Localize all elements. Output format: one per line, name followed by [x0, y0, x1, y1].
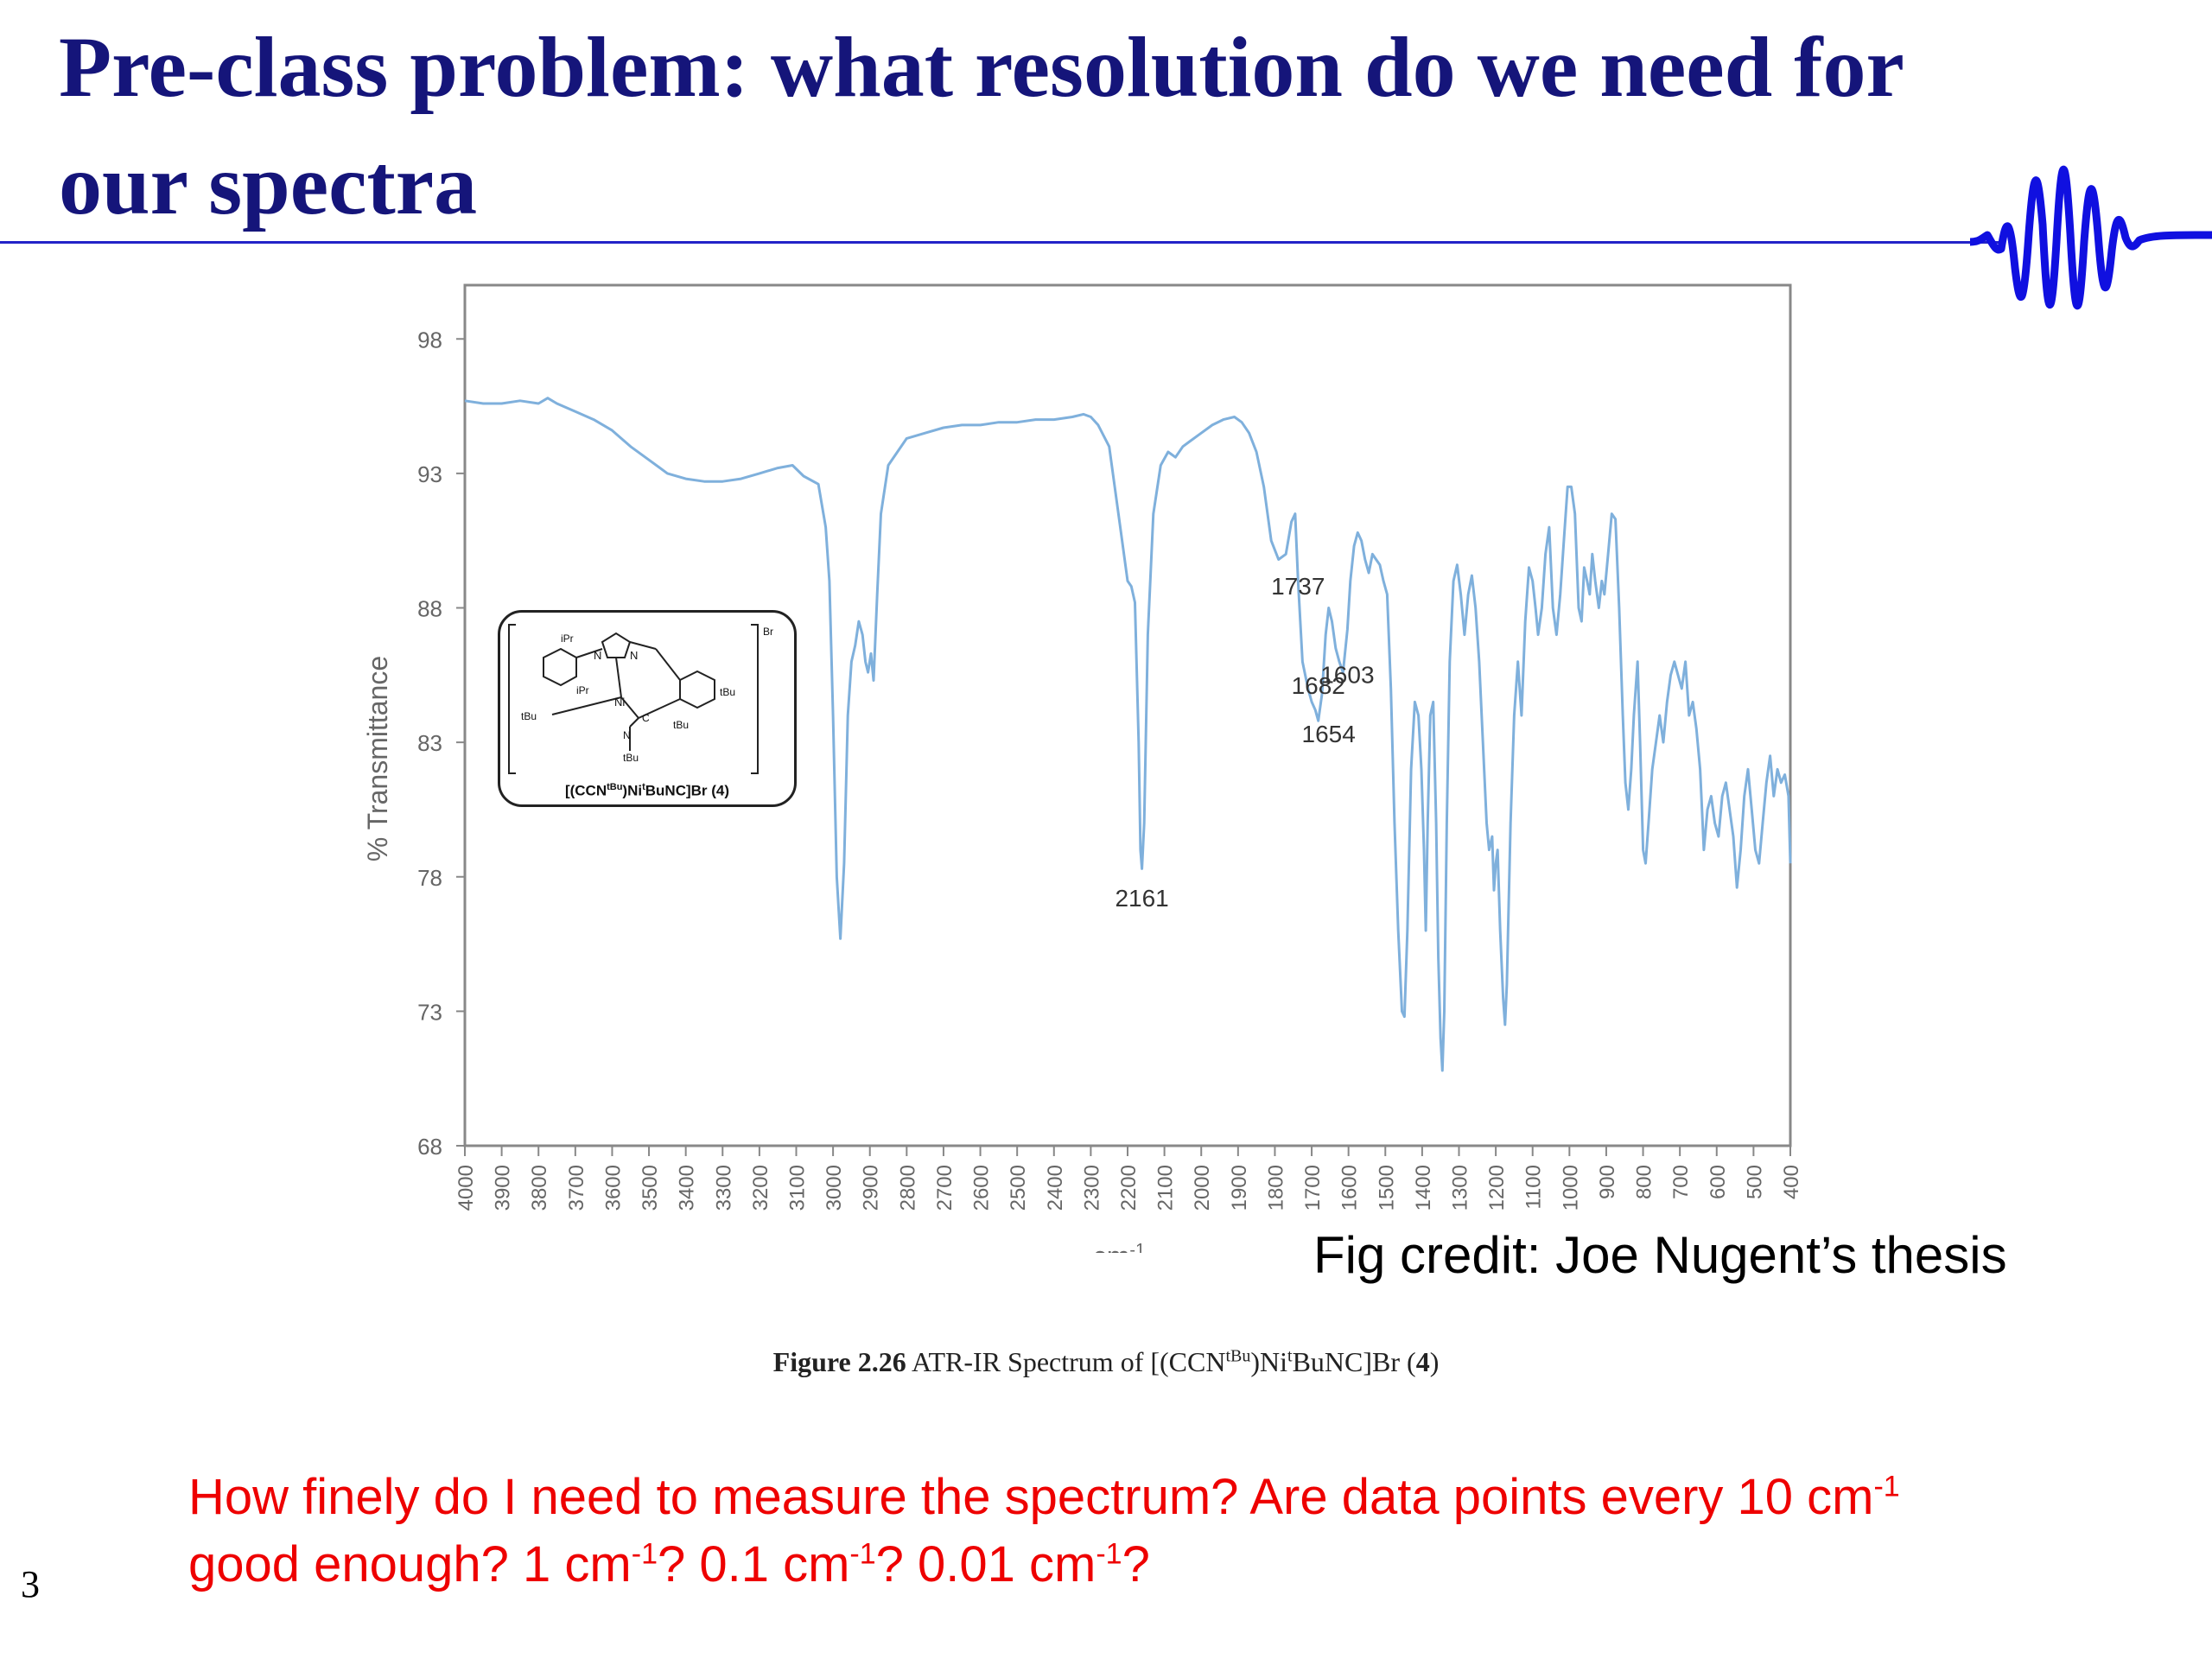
atom-label-n1: N [594, 649, 601, 662]
atom-label-ipr-top: iPr [561, 632, 574, 645]
x-tick-label: 900 [1596, 1165, 1619, 1199]
x-tick-label: 600 [1707, 1165, 1730, 1199]
x-tick-label: 3600 [601, 1165, 625, 1211]
x-tick-label: 2000 [1191, 1165, 1214, 1211]
x-tick-label: 400 [1780, 1165, 1803, 1199]
molecule-label: [(CCNtBu)NitBuNC]Br (4) [564, 782, 730, 799]
x-tick-label: 3800 [528, 1165, 551, 1211]
x-tick-label: 1000 [1559, 1165, 1582, 1211]
atom-label-tbu-aryl: tBu [720, 686, 735, 698]
y-axis: 68 73 78 83 88 93 98 [417, 327, 465, 1160]
peak-label-1682: 1682 [1292, 672, 1345, 699]
atom-label-ni: Ni [614, 696, 625, 709]
wave-logo-path [1970, 165, 2212, 310]
molecule-drawing: iPr iPr N N Br tBu tBu Ni C N tBu tBu [508, 624, 773, 774]
x-tick-label: 3000 [823, 1165, 846, 1211]
x-tick-label: 500 [1743, 1165, 1766, 1199]
x-tick-label: 2500 [1007, 1165, 1030, 1211]
x-tick-label: 1900 [1228, 1165, 1251, 1211]
x-tick-label: 1600 [1338, 1165, 1362, 1211]
ir-spectrum-chart: 68 73 78 83 88 93 98 4000 3900 3800 3700 3600 3500 3… [362, 283, 1803, 1253]
x-tick-label: 1800 [1264, 1165, 1287, 1211]
peak-label-1654: 1654 [1302, 721, 1356, 747]
figure-credit: Fig credit: Joe Nugent’s thesis [1313, 1226, 2007, 1284]
x-tick-label: 1100 [1522, 1165, 1546, 1210]
atom-label-n3: N [623, 729, 631, 741]
atom-label-c: C [642, 712, 650, 724]
peak-label-1603: 1603 [1320, 662, 1374, 689]
wave-logo-icon [1970, 165, 2212, 310]
x-axis-label-exponent: -1 [1129, 1241, 1145, 1253]
x-tick-label: 3400 [676, 1165, 699, 1211]
x-tick-label: 2100 [1154, 1165, 1178, 1211]
x-tick-label: 3200 [749, 1165, 772, 1211]
x-tick-label: 1200 [1485, 1165, 1509, 1211]
x-tick-label: 4000 [454, 1165, 478, 1211]
x-tick-label: 2400 [1044, 1165, 1067, 1211]
x-axis: 4000 3900 3800 3700 3600 3500 3400 3300 3200 3100… [454, 1146, 1803, 1211]
figure-caption: Figure 2.26 ATR-IR Spectrum of [(CCNtBu)… [772, 1346, 1440, 1377]
y-axis-label: % Transmittance [362, 656, 393, 861]
x-tick-label: 800 [1633, 1165, 1656, 1199]
atom-label-n2: N [630, 649, 638, 662]
x-tick-label: 2900 [860, 1165, 883, 1211]
figure-caption-label: Figure 2.26 [772, 1346, 906, 1377]
x-tick-label: 1400 [1412, 1165, 1435, 1211]
x-tick-label: 3500 [639, 1165, 662, 1211]
peak-label-2161: 2161 [1115, 885, 1168, 912]
question-text: How finely do I need to measure the spec… [188, 1469, 1900, 1592]
spectrum-series-line [464, 397, 1792, 1072]
y-tick-label: 98 [417, 327, 442, 353]
x-tick-label: 2600 [970, 1165, 994, 1211]
x-tick-label: 3100 [786, 1165, 810, 1211]
y-tick-label: 73 [417, 999, 442, 1025]
y-tick-label: 88 [417, 596, 442, 622]
x-tick-label: 2300 [1080, 1165, 1103, 1211]
title-divider [0, 241, 2005, 244]
x-tick-label: 3700 [565, 1165, 588, 1211]
slide-title: Pre-class problem: what resolution do we… [59, 19, 1904, 232]
x-tick-label: 1700 [1301, 1165, 1325, 1211]
x-tick-label: 3900 [492, 1165, 515, 1211]
x-tick-label: 700 [1669, 1165, 1693, 1199]
x-axis-label: cm-1 [1093, 1241, 1145, 1253]
atom-label-tbu-aryl2: tBu [673, 719, 689, 731]
y-tick-label: 68 [417, 1134, 442, 1160]
x-axis-label-unit: cm [1093, 1241, 1130, 1253]
atom-label-br: Br [763, 626, 773, 638]
x-tick-label: 3300 [712, 1165, 735, 1211]
x-tick-label: 2200 [1117, 1165, 1141, 1211]
x-tick-label: 1300 [1449, 1165, 1472, 1211]
y-tick-label: 78 [417, 865, 442, 891]
y-tick-label: 83 [417, 730, 442, 756]
atom-label-tbu-n: tBu [623, 752, 639, 764]
y-tick-label: 93 [417, 461, 442, 487]
atom-label-ipr-bottom: iPr [576, 684, 589, 696]
x-tick-label: 2700 [933, 1165, 957, 1211]
x-tick-label: 1500 [1375, 1165, 1398, 1211]
peak-label-1737: 1737 [1271, 573, 1325, 600]
atom-label-tbu-nc: tBu [521, 710, 537, 722]
page-number: 3 [21, 1563, 40, 1605]
x-tick-label: 2800 [896, 1165, 919, 1211]
molecule-structure-box: iPr iPr N N Br tBu tBu Ni C N tBu tBu [(… [498, 610, 797, 807]
